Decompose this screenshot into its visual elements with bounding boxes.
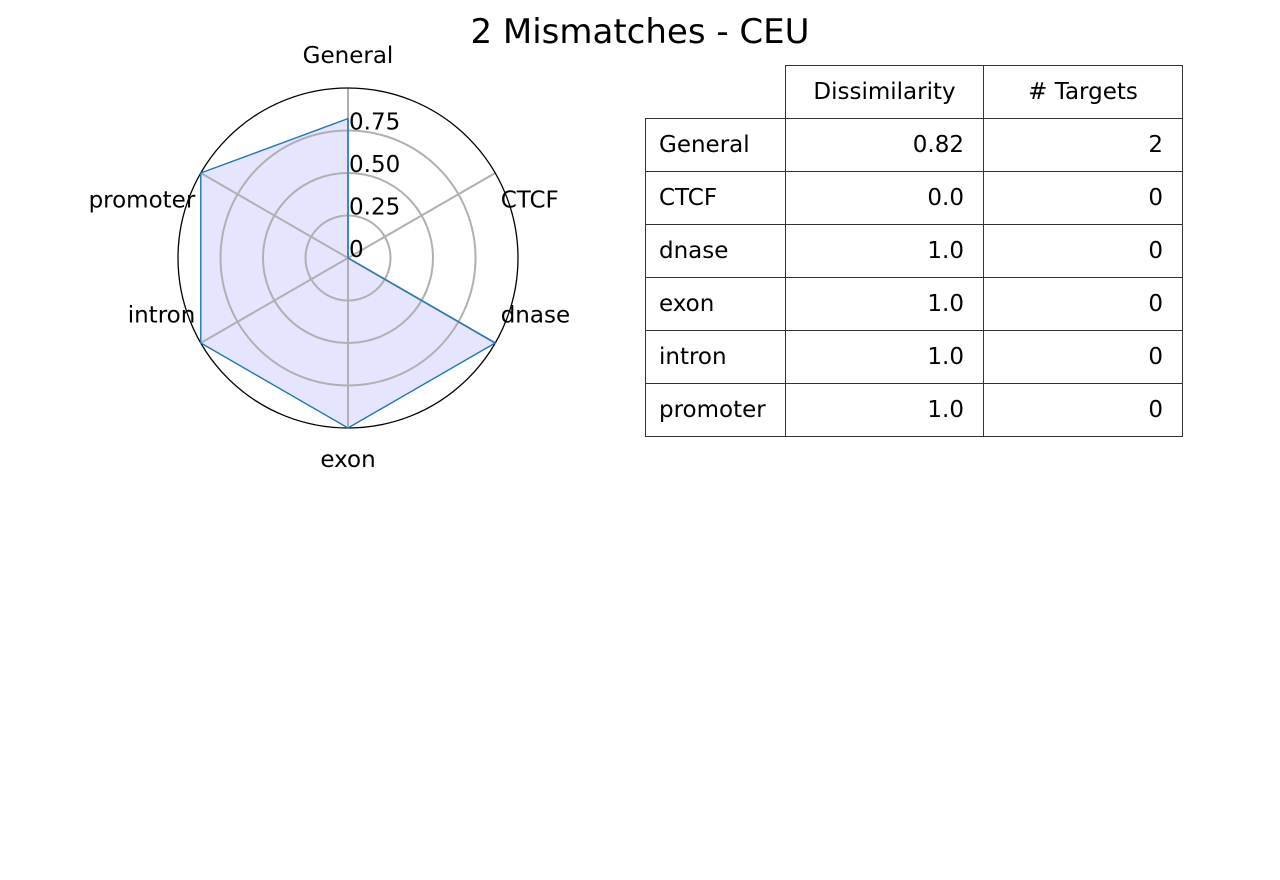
- table-row: exon 1.0 0: [645, 277, 1183, 331]
- table-cell-targets: 0: [983, 224, 1183, 278]
- table-row-label: exon: [645, 277, 786, 331]
- table-cell-targets: 2: [983, 118, 1183, 172]
- radar-spoke: [200, 257, 349, 344]
- table-cell-dissimilarity: 1.0: [785, 383, 984, 437]
- table-row: dnase 1.0 0: [645, 224, 1183, 278]
- table-row: CTCF 0.0 0: [645, 171, 1183, 225]
- table-corner-cell: [645, 65, 786, 119]
- table-cell-dissimilarity: 0.82: [785, 118, 984, 172]
- table-row-label: General: [645, 118, 786, 172]
- axis-label-promoter: promoter: [89, 188, 196, 214]
- radial-tick-label: 0.25: [349, 195, 400, 221]
- table-cell-dissimilarity: 1.0: [785, 224, 984, 278]
- table-cell-targets: 0: [983, 383, 1183, 437]
- axis-label-exon: exon: [320, 447, 375, 473]
- data-table: Dissimilarity # Targets General 0.82 2 CTCF…: [645, 65, 1183, 437]
- table-header-row: Dissimilarity # Targets: [645, 65, 1183, 119]
- table-row-label: dnase: [645, 224, 786, 278]
- table-cell-dissimilarity: 0.0: [785, 171, 984, 225]
- table-row-label: promoter: [645, 383, 786, 437]
- axis-label-dnase: dnase: [501, 302, 570, 328]
- radar-series-line: [200, 117, 497, 429]
- table-cell-targets: 0: [983, 171, 1183, 225]
- chart-title: 2 Mismatches - CEU: [470, 12, 810, 52]
- column-header-targets: # Targets: [983, 65, 1183, 119]
- axis-label-ctcf: CTCF: [501, 188, 559, 214]
- radial-tick-label: 0.50: [349, 152, 400, 178]
- radial-tick-label: 0.75: [349, 110, 400, 136]
- table-row: General 0.82 2: [645, 118, 1183, 172]
- radial-tick-label: 0: [349, 237, 364, 263]
- radar-chart: 0 0.25 0.50 0.75 General CTCF dnase exon intron p…: [89, 43, 571, 473]
- table-row-label: CTCF: [645, 171, 786, 225]
- table-cell-targets: 0: [983, 277, 1183, 331]
- table-cell-dissimilarity: 1.0: [785, 277, 984, 331]
- table-cell-dissimilarity: 1.0: [785, 330, 984, 384]
- radar-spoke: [347, 172, 496, 259]
- axis-label-intron: intron: [128, 302, 196, 328]
- table-row: intron 1.0 0: [645, 330, 1183, 384]
- column-header-dissimilarity: Dissimilarity: [785, 65, 984, 119]
- axis-label-general: General: [303, 43, 394, 69]
- table-cell-targets: 0: [983, 330, 1183, 384]
- table-row: promoter 1.0 0: [645, 383, 1183, 437]
- table-row-label: intron: [645, 330, 786, 384]
- radar-spoke: [200, 172, 349, 259]
